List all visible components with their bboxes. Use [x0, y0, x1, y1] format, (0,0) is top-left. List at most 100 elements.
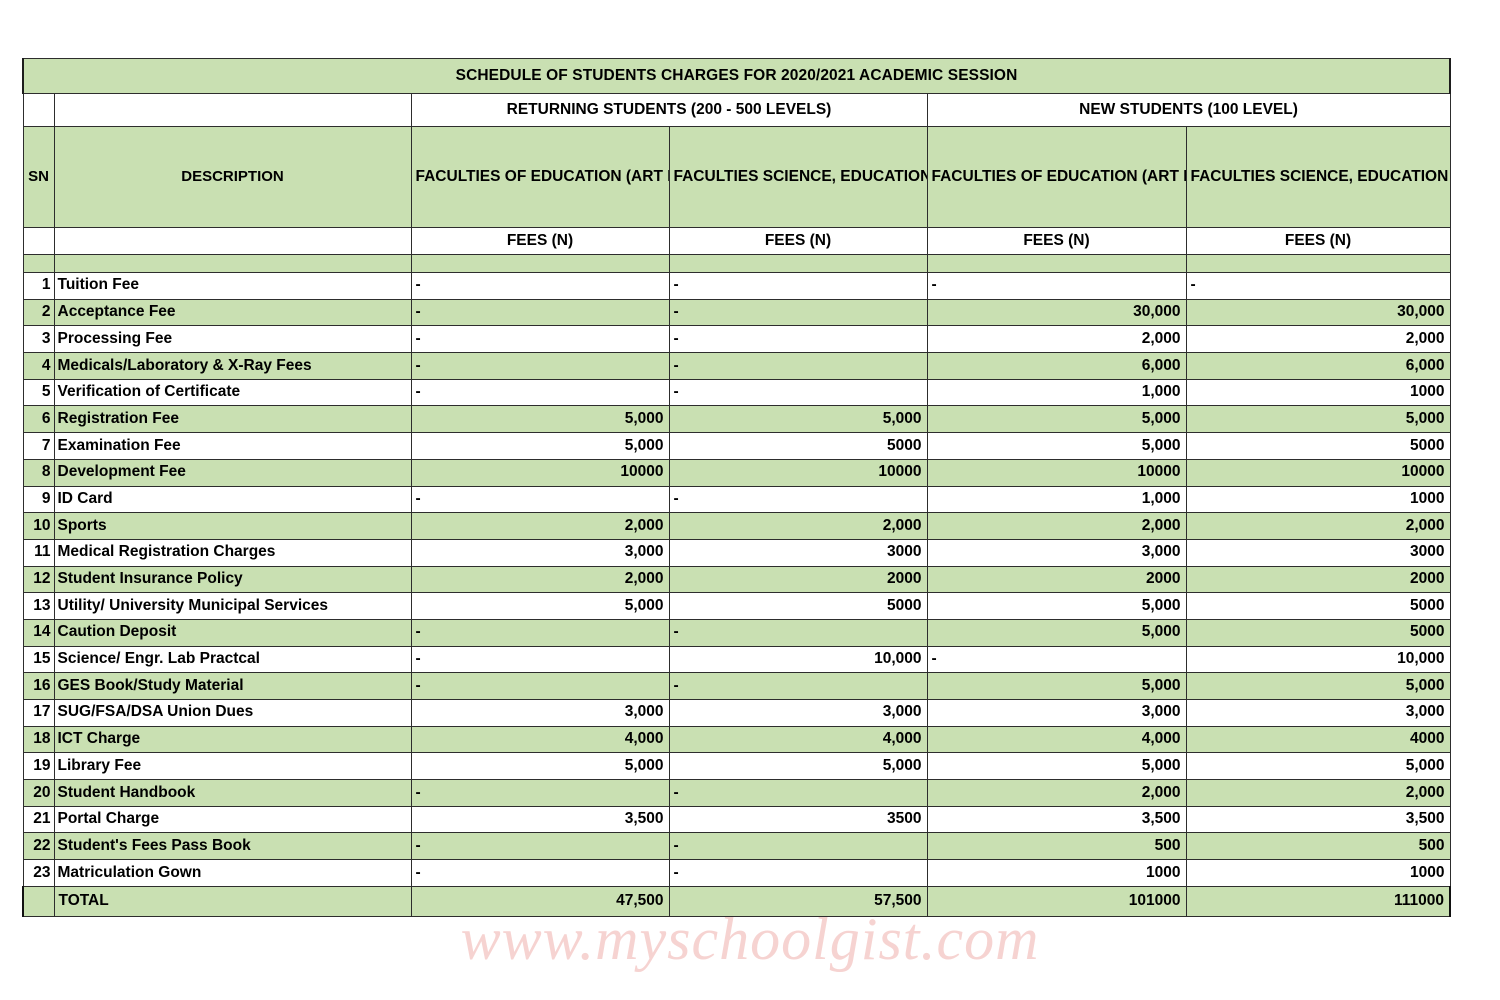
row-sn: 9	[22, 485, 55, 514]
table-row: 9 ID Card - -1,000 1000	[22, 485, 1451, 514]
row-fee-4: 1000	[1185, 485, 1451, 514]
row-fee-4: 2,000	[1185, 779, 1451, 807]
row-fee-4: 500	[1185, 832, 1451, 861]
row-fee-1: -	[410, 485, 670, 514]
row-fee-1: 3,000	[410, 699, 670, 727]
table-row: 11 Medical Registration Charges 3,000 3000 3…	[22, 538, 1451, 567]
row-fee-2: -	[668, 859, 928, 887]
row-sn: 21	[22, 805, 55, 834]
table-row: 20 Student Handbook - -2,000 2,000	[22, 779, 1451, 807]
row-sn: 12	[22, 565, 55, 594]
row-sn: 6	[22, 405, 55, 434]
table-title-row: SCHEDULE OF STUDENTS CHARGES FOR 2020/20…	[21, 58, 1452, 94]
row-fee-2: 5000	[668, 432, 928, 460]
row-fee-4: 30,000	[1185, 298, 1451, 327]
row-sn: 7	[22, 432, 55, 460]
row-fee-1: 5,000	[410, 592, 670, 620]
spacer-cell-desc	[53, 254, 412, 273]
row-fee-1: 4,000	[410, 725, 670, 754]
row-fee-2: 5,000	[668, 405, 928, 434]
row-sn: 15	[22, 645, 55, 674]
group-desc-cell	[53, 93, 412, 127]
table-row: 3 Processing Fee - -2,000 2,000	[22, 325, 1451, 354]
row-description: Utility/ University Municipal Services	[53, 592, 412, 620]
row-fee-1: 3,000	[410, 538, 670, 567]
row-fee-2: 5,000	[668, 752, 928, 781]
row-fee-1: -	[410, 618, 670, 647]
row-fee-4: 2,000	[1185, 512, 1451, 540]
column-header-faculty-1: FACULTIES OF EDUCATION (ART EDUCATION), …	[410, 126, 670, 228]
fees-unit-2: FEES (N)	[668, 227, 928, 255]
row-fee-3: 6,000	[926, 352, 1187, 380]
total-label: TOTAL	[53, 885, 412, 917]
row-fee-1: 2,000	[410, 565, 670, 594]
fees-sn-cell	[22, 227, 55, 255]
row-description: Matriculation Gown	[53, 859, 412, 887]
row-fee-3: 2,000	[926, 779, 1187, 807]
row-fee-3: 2,000	[926, 325, 1187, 354]
total-sn	[22, 885, 55, 917]
total-fee-4: 111000	[1185, 885, 1452, 917]
group-header-1: NEW STUDENTS (100 LEVEL)	[926, 93, 1451, 127]
row-description: Development Fee	[53, 458, 412, 487]
total-fee-3: 101000	[926, 885, 1187, 917]
row-description: Student Insurance Policy	[53, 565, 412, 594]
table-row: 6 Registration Fee 5,000 5,000 5,000 5,000	[22, 405, 1451, 434]
table-row: 7 Examination Fee 5,000 5000 5,000 5000	[22, 432, 1451, 460]
row-description: Acceptance Fee	[53, 298, 412, 327]
row-sn: 20	[22, 779, 55, 807]
table-row: 2 Acceptance Fee - -30,000 30,000	[22, 298, 1451, 327]
row-fee-4: 5000	[1185, 432, 1451, 460]
row-fee-2: -	[668, 272, 928, 300]
row-sn: 11	[22, 538, 55, 567]
row-fee-2: -	[668, 352, 928, 380]
row-fee-1: -	[410, 672, 670, 700]
group-header-row: RETURNING STUDENTS (200 - 500 LEVELS) NEW…	[22, 93, 1451, 127]
row-fee-3: 1,000	[926, 485, 1187, 514]
row-description: Science/ Engr. Lab Practcal	[53, 645, 412, 674]
row-fee-3: 30,000	[926, 298, 1187, 327]
row-fee-1: 5,000	[410, 405, 670, 434]
row-description: Processing Fee	[53, 325, 412, 354]
row-sn: 1	[22, 272, 55, 300]
row-fee-3: 5,000	[926, 432, 1187, 460]
total-fee-1: 47,500	[410, 885, 670, 917]
table-row: 18 ICT Charge 4,000 4,000 4,000 4000	[22, 725, 1451, 754]
table-row: 10 Sports 2,000 2,000 2,000 2,000	[22, 512, 1451, 540]
row-description: Portal Charge	[53, 805, 412, 834]
fees-unit-4: FEES (N)	[1185, 227, 1451, 255]
fees-unit-1: FEES (N)	[410, 227, 670, 255]
table-row: 5 Verification of Certificate - -1,000 1000	[22, 378, 1451, 407]
column-header-faculty-3: FACULTIES OF EDUCATION (ART EDUCATION), …	[926, 126, 1187, 228]
row-fee-1: -	[410, 859, 670, 887]
column-header-faculty-2: FACULTIES SCIENCE, EDUCATION (SCIENCE ED…	[668, 126, 928, 228]
row-description: Caution Deposit	[53, 618, 412, 647]
total-fee-2: 57,500	[668, 885, 928, 917]
column-header-sn: SN	[22, 126, 55, 228]
fees-desc-cell	[53, 227, 412, 255]
row-fee-1: -	[410, 352, 670, 380]
table-row: 19 Library Fee 5,000 5,000 5,000 5,000	[22, 752, 1451, 781]
row-fee-3: 4,000	[926, 725, 1187, 754]
row-fee-2: 3,000	[668, 699, 928, 727]
row-fee-4: 10,000	[1185, 645, 1451, 674]
spacer-cell-4	[1185, 254, 1451, 273]
row-fee-3: 3,000	[926, 538, 1187, 567]
fees-unit-3: FEES (N)	[926, 227, 1187, 255]
row-fee-4: 2,000	[1185, 325, 1451, 354]
row-sn: 13	[22, 592, 55, 620]
row-description: Library Fee	[53, 752, 412, 781]
row-sn: 8	[22, 458, 55, 487]
row-description: SUG/FSA/DSA Union Dues	[53, 699, 412, 727]
row-fee-4: 10000	[1185, 458, 1451, 487]
row-fee-4: 5000	[1185, 592, 1451, 620]
row-fee-2: -	[668, 485, 928, 514]
row-fee-1: -	[410, 832, 670, 861]
row-sn: 10	[22, 512, 55, 540]
row-sn: 3	[22, 325, 55, 354]
row-fee-3: 2000	[926, 565, 1187, 594]
spacer-cell-1	[410, 254, 670, 273]
row-description: Examination Fee	[53, 432, 412, 460]
row-fee-4: 3,500	[1185, 805, 1451, 834]
row-fee-3: 1,000	[926, 378, 1187, 407]
